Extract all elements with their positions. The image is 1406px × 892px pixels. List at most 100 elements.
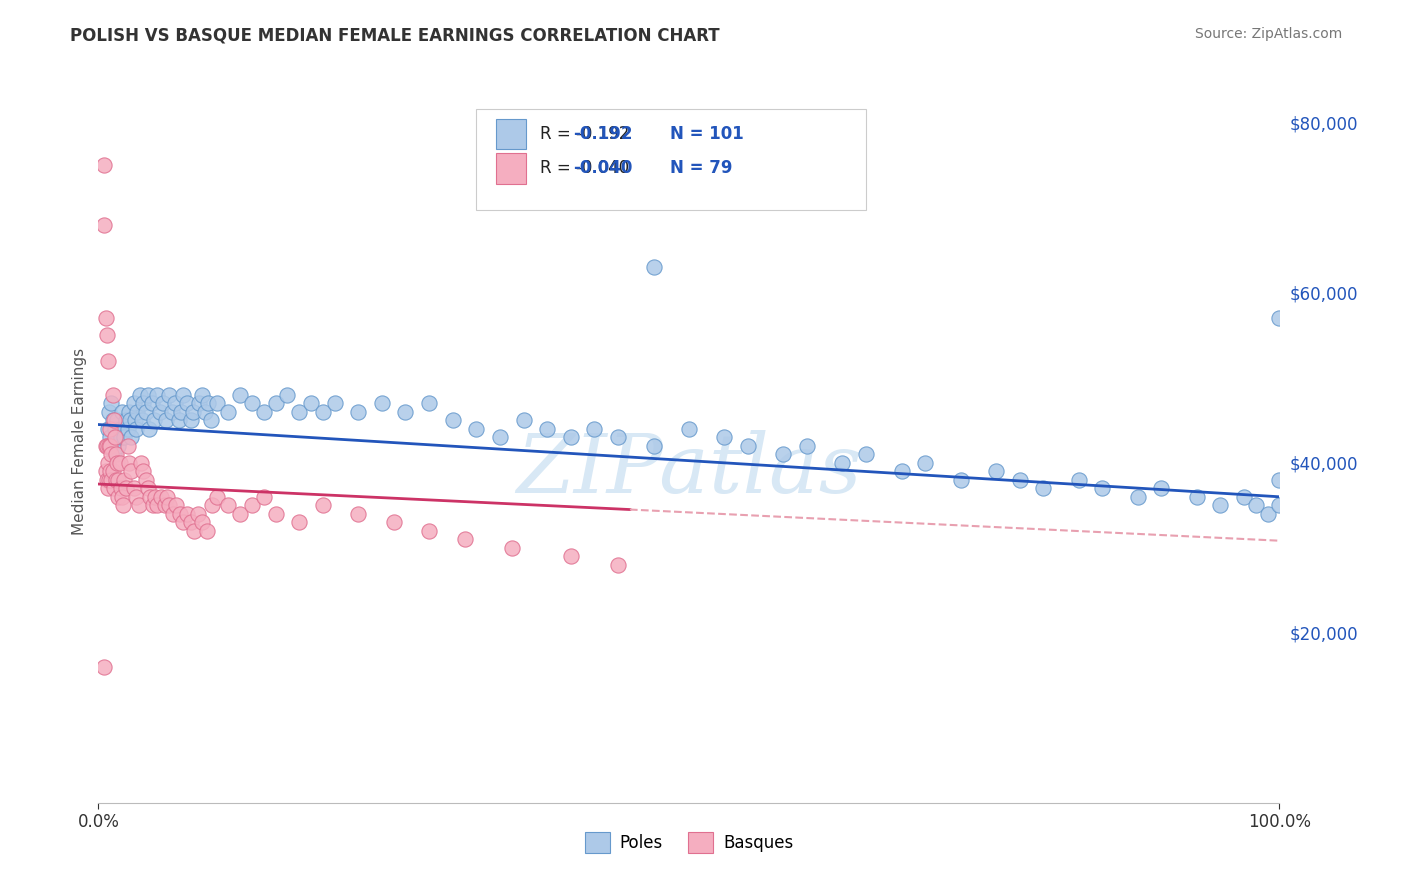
- Point: [162, 507, 184, 521]
- Point: [176, 507, 198, 521]
- Point: [1032, 481, 1054, 495]
- Point: [97, 353, 120, 368]
- Point: [135, 405, 157, 419]
- Point: [105, 413, 128, 427]
- Point: [103, 413, 125, 427]
- Point: [121, 464, 143, 478]
- Point: [1091, 481, 1114, 495]
- Point: [105, 430, 128, 444]
- Point: [120, 413, 142, 427]
- Point: [98, 439, 121, 453]
- Point: [97, 422, 120, 436]
- Point: [607, 558, 630, 572]
- Point: [831, 456, 853, 470]
- Text: POLISH VS BASQUE MEDIAN FEMALE EARNINGS CORRELATION CHART: POLISH VS BASQUE MEDIAN FEMALE EARNINGS …: [70, 27, 720, 45]
- Point: [264, 507, 287, 521]
- Point: [118, 456, 141, 470]
- Point: [128, 498, 150, 512]
- Point: [98, 464, 121, 478]
- Point: [441, 413, 464, 427]
- Point: [172, 516, 194, 530]
- Point: [890, 464, 912, 478]
- Point: [371, 396, 394, 410]
- Point: [112, 430, 135, 444]
- Point: [156, 490, 179, 504]
- Point: [142, 498, 165, 512]
- Text: -0.040: -0.040: [574, 160, 633, 178]
- Point: [96, 439, 118, 453]
- Text: R = -0.040: R = -0.040: [540, 160, 630, 178]
- Point: [146, 498, 169, 512]
- Point: [914, 456, 936, 470]
- Point: [118, 405, 141, 419]
- Point: [200, 413, 222, 427]
- Point: [643, 439, 665, 453]
- Point: [288, 516, 311, 530]
- Point: [347, 507, 370, 521]
- Text: N = 79: N = 79: [671, 160, 733, 178]
- Point: [101, 413, 124, 427]
- Point: [121, 430, 143, 444]
- Point: [112, 473, 135, 487]
- Point: [536, 422, 558, 436]
- Point: [125, 490, 148, 504]
- Point: [1008, 473, 1031, 487]
- Point: [183, 524, 205, 538]
- Point: [288, 405, 311, 419]
- Point: [560, 430, 582, 444]
- Point: [98, 422, 121, 436]
- Point: [103, 481, 125, 495]
- Point: [1268, 311, 1291, 326]
- Point: [100, 447, 122, 461]
- Point: [108, 456, 131, 470]
- Point: [107, 490, 129, 504]
- Point: [197, 396, 219, 410]
- Point: [191, 388, 214, 402]
- Point: [108, 422, 131, 436]
- Point: [112, 498, 135, 512]
- Point: [93, 158, 115, 172]
- Point: [150, 490, 173, 504]
- Point: [1268, 498, 1291, 512]
- Point: [97, 456, 120, 470]
- Point: [607, 430, 630, 444]
- Point: [1150, 481, 1173, 495]
- Point: [796, 439, 818, 453]
- Point: [772, 447, 794, 461]
- Point: [104, 430, 127, 444]
- Point: [98, 439, 121, 453]
- Point: [105, 447, 128, 461]
- Point: [122, 396, 145, 410]
- Point: [195, 524, 218, 538]
- Point: [453, 533, 475, 547]
- Point: [135, 473, 157, 487]
- Point: [97, 481, 120, 495]
- Point: [1244, 498, 1267, 512]
- Point: [240, 498, 263, 512]
- Point: [129, 456, 152, 470]
- Point: [194, 405, 217, 419]
- Point: [1233, 490, 1256, 504]
- Point: [737, 439, 759, 453]
- Point: [98, 473, 121, 487]
- Point: [124, 413, 146, 427]
- Point: [104, 422, 127, 436]
- Point: [253, 405, 276, 419]
- Point: [205, 490, 228, 504]
- Point: [217, 498, 239, 512]
- Point: [139, 490, 162, 504]
- Point: [347, 405, 370, 419]
- Point: [136, 388, 159, 402]
- Point: [713, 430, 735, 444]
- Point: [501, 541, 523, 555]
- Point: [141, 396, 163, 410]
- Point: [117, 422, 139, 436]
- Point: [96, 328, 118, 343]
- Point: [100, 396, 122, 410]
- Point: [94, 311, 117, 326]
- Y-axis label: Median Female Earnings: Median Female Earnings: [72, 348, 87, 535]
- Point: [205, 396, 228, 410]
- Point: [1067, 473, 1090, 487]
- Point: [678, 422, 700, 436]
- Point: [153, 498, 176, 512]
